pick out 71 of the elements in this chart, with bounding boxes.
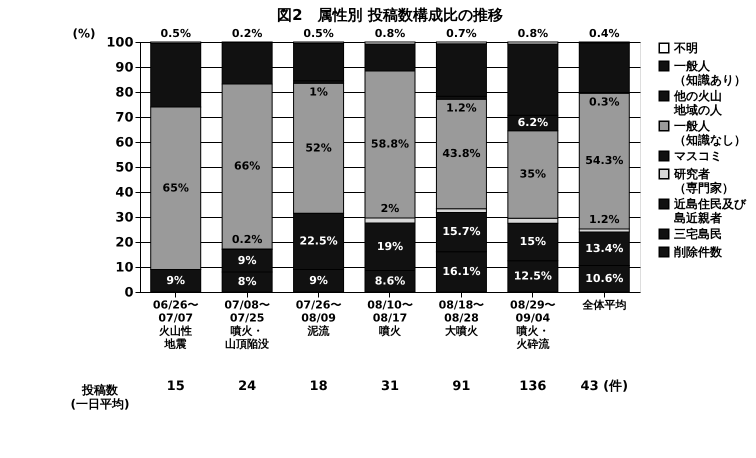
data-label: 9% [166,274,186,287]
y-tick-label: 90 [115,60,134,76]
legend-label: 不明 [673,41,698,55]
data-label: 0.5% [303,27,334,40]
chart-title: 図2 属性別 投稿数構成比の推移 [277,6,503,24]
legend-label: 近島住民及び島近親者 [673,197,747,225]
data-label: 0.8% [518,27,548,40]
legend-label: 他の火山地域の人 [673,89,723,117]
legend-label: 研究者（専門家） [673,167,734,195]
x-tick-label: 08/10〜 08/17 噴火 [367,298,413,338]
y-tick-label: 80 [115,86,134,100]
data-label: 12.5% [514,269,552,282]
data-label: 0.4% [589,27,620,40]
x-tick-label: 07/08〜 07/25 噴火・山頂陥没 [224,298,270,350]
data-label: 0.3% [589,95,620,108]
data-label: 66% [234,160,260,172]
text: 投稿数 (一日平均) [70,383,130,411]
data-label: 1% [309,85,328,98]
y-axis-title: (%) [72,26,96,40]
data-label: 54.3% [585,154,624,168]
legend-label: 一般人（知識あり） [674,59,746,87]
data-label: 35% [520,168,546,180]
x-tick-label: 08/18〜 08/28 大噴火 [438,298,484,338]
text: 136 [519,379,546,394]
data-label: 1.2% [446,101,477,114]
y-tick-label: 0 [124,286,134,300]
data-label: 65% [162,181,189,194]
x-tick-label: 08/29〜 09/04 噴火・火砕流 [510,298,556,350]
text: 31 [380,379,400,394]
y-tick-label: 50 [115,160,134,176]
y-tick-label: 40 [115,186,134,200]
data-label: 9% [238,254,256,267]
data-label: 22.5% [299,234,338,248]
text: 18 [310,379,328,394]
data-label: 8% [238,275,256,288]
text: 43 (件) [580,379,628,394]
x-tick-label: 07/26〜 08/09 泥流 [296,298,342,338]
data-label: 0.7% [446,27,477,40]
legend-label: 一般人（知識なし） [674,119,746,147]
text: 24 [238,379,256,394]
y-tick-label: 10 [115,260,134,276]
data-label: 0.2% [232,27,262,40]
y-tick-label: 60 [115,136,134,150]
data-label: 0.8% [374,27,406,40]
data-label: 16.1% [442,264,481,278]
data-label: 13.4% [585,242,624,255]
data-label: 19% [376,240,404,253]
data-label: 0.5% [160,27,191,40]
data-label: 6.2% [518,116,548,129]
data-label: 2% [380,202,400,215]
x-tick-label: 全体平均 [581,298,626,312]
data-label: 15% [520,235,546,248]
data-label: 43.8% [442,147,481,160]
legend-label: マスコミ [674,149,722,163]
y-tick-label: 70 [115,110,134,126]
x-tick-label: 06/26〜 07/07 火山性地震 [152,298,199,350]
data-label: 58.8% [370,138,410,150]
y-tick-label: 100 [106,36,134,50]
y-tick-label: 30 [115,210,134,226]
legend-label: 三宅島民 [674,227,722,241]
text: 15 [166,379,185,394]
data-label: 1.2% [589,213,620,226]
data-label: 9% [309,274,328,287]
data-label: 15.7% [442,225,481,238]
legend-label: 削除件数 [673,245,723,259]
data-label: 8.6% [374,274,406,288]
data-label: 52% [305,141,332,154]
text: 91 [452,379,470,394]
y-tick-label: 20 [115,236,134,250]
data-label: 10.6% [585,272,624,285]
data-label: 0.2% [232,233,262,246]
